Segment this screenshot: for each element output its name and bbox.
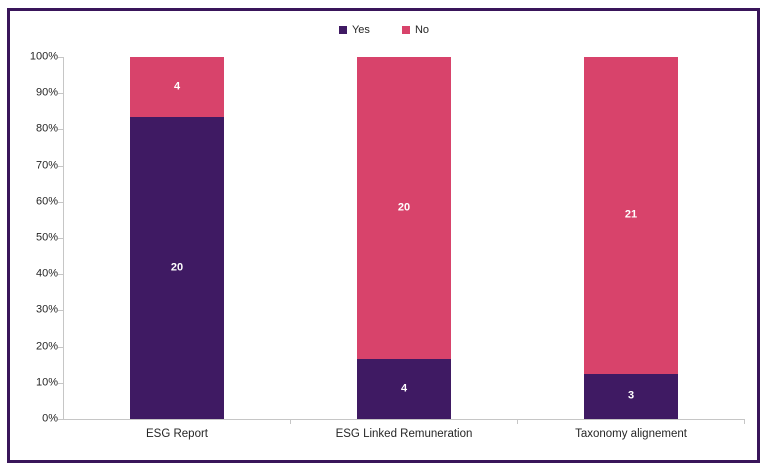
bar-value-label-no-3: 21 <box>624 208 638 221</box>
legend-label-yes: Yes <box>351 23 370 36</box>
x-axis-category-label-2: ESG Linked Remuneration <box>335 428 473 440</box>
bar-segment-no-2 <box>357 57 451 359</box>
legend-swatch-no-icon <box>401 26 410 34</box>
y-axis-tick-mark <box>58 274 63 275</box>
bar-value-label-no-2: 20 <box>397 201 411 214</box>
y-axis-line <box>63 57 64 420</box>
x-axis-category-label-3: Taxonomy alignement <box>575 428 687 440</box>
y-axis-tick-mark <box>58 129 63 130</box>
x-axis-tick-mark <box>744 419 745 424</box>
y-axis-tick-label: 70% <box>35 159 58 172</box>
legend-swatch-yes-icon <box>338 26 347 34</box>
y-axis-tick-mark <box>58 202 63 203</box>
y-axis-tick-mark <box>58 419 63 420</box>
y-axis-tick-label: 60% <box>35 195 58 208</box>
legend-item-no: No <box>401 23 429 36</box>
bar-value-label-yes-1: 20 <box>170 261 184 274</box>
y-axis-tick-mark <box>58 93 63 94</box>
y-axis-tick-label: 40% <box>35 267 58 280</box>
legend-label-no: No <box>414 23 429 36</box>
chart-legend: Yes No <box>0 22 768 38</box>
y-axis-tick-label: 20% <box>35 340 58 353</box>
x-axis-tick-mark <box>290 419 291 424</box>
y-axis-tick-label: 10% <box>35 376 58 389</box>
bar-segment-no-1 <box>130 57 224 117</box>
bar-segment-no-3 <box>584 57 678 374</box>
y-axis-tick-label: 30% <box>35 303 58 316</box>
y-axis-tick-label: 100% <box>29 50 58 63</box>
bar-value-label-no-1: 4 <box>173 80 181 93</box>
y-axis-tick-mark <box>58 383 63 384</box>
y-axis-tick-mark <box>58 347 63 348</box>
bar-segment-yes-1 <box>130 117 224 419</box>
bar-value-label-yes-2: 4 <box>400 382 408 395</box>
y-axis-tick-mark <box>58 310 63 311</box>
legend-item-yes: Yes <box>338 23 370 36</box>
y-axis-tick-mark <box>58 166 63 167</box>
y-axis-tick-mark <box>58 238 63 239</box>
y-axis-tick-label: 80% <box>35 122 58 135</box>
x-axis-category-label-1: ESG Report <box>146 428 208 440</box>
y-axis-tick-mark <box>58 57 63 58</box>
x-axis-tick-mark <box>517 419 518 424</box>
y-axis-tick-label: 0% <box>42 412 58 425</box>
x-axis-line <box>63 419 745 420</box>
bar-segment-yes-2 <box>357 359 451 419</box>
bar-value-label-yes-3: 3 <box>627 389 635 402</box>
y-axis-tick-label: 50% <box>35 231 58 244</box>
bar-segment-yes-3 <box>584 374 678 419</box>
y-axis-tick-label: 90% <box>35 86 58 99</box>
